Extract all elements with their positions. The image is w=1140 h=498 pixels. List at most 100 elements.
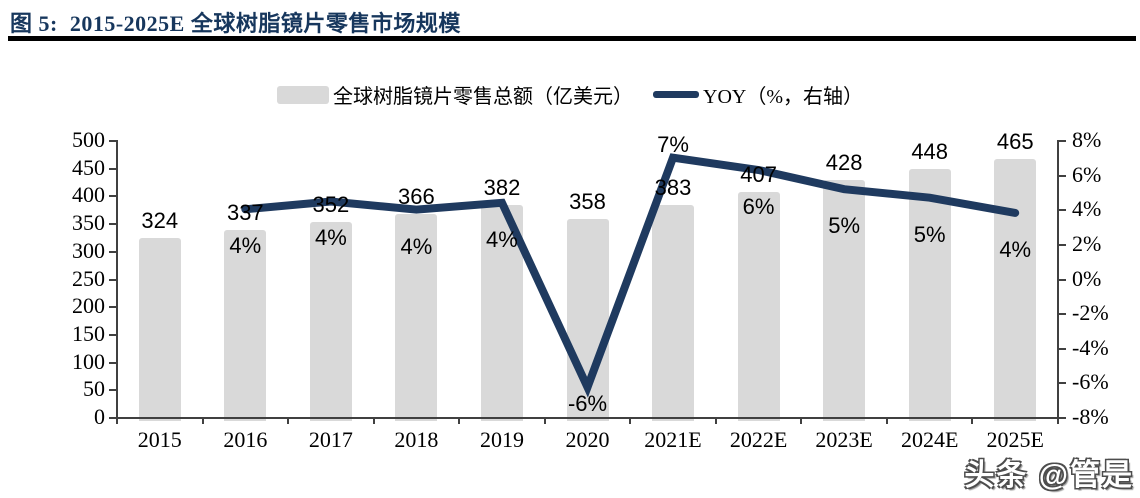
- left-axis-tick-label: 400: [72, 182, 105, 208]
- right-axis-tick-label: 8%: [1072, 127, 1102, 152]
- yoy-point-label: 4%: [400, 233, 433, 259]
- x-axis-category-label: 2023E: [815, 427, 873, 452]
- bottom-axis-line: [116, 417, 1059, 419]
- yoy-point-label: 6%: [742, 193, 775, 219]
- bar-value-label: 407: [740, 161, 777, 187]
- bar-value-label: 465: [996, 129, 1034, 155]
- x-axis-category-label: 2020: [565, 427, 610, 452]
- left-axis-tick: [109, 306, 117, 309]
- bar-value-label: 358: [569, 188, 606, 214]
- yoy-point-label: 4%: [999, 236, 1032, 262]
- left-axis-tick: [109, 167, 117, 170]
- left-axis-tick-label: 500: [72, 127, 105, 152]
- left-axis-tick: [109, 250, 117, 253]
- right-axis-tick-label: -6%: [1072, 369, 1109, 395]
- right-axis-tick-label: 0%: [1072, 265, 1102, 291]
- legend-line-label: YOY（%，右轴）: [703, 86, 863, 108]
- left-axis-tick-label: 250: [72, 265, 105, 291]
- left-axis-tick: [109, 361, 117, 364]
- bar: [908, 168, 951, 421]
- left-axis-tick-label: 50: [83, 376, 105, 402]
- x-axis-tick: [116, 417, 118, 424]
- bar-value-label: 428: [825, 149, 863, 175]
- x-axis-category-label: 2024E: [900, 427, 959, 452]
- x-axis-tick: [629, 417, 632, 424]
- x-axis-category-label: 2015: [137, 427, 182, 452]
- x-axis-tick: [800, 417, 803, 424]
- left-axis-tick: [109, 223, 117, 226]
- right-axis-tick-label: 4%: [1072, 196, 1102, 222]
- x-axis-category-label: 2018: [394, 427, 439, 452]
- x-axis-tick: [287, 417, 290, 424]
- x-axis-category-label: 2016: [223, 427, 268, 452]
- right-axis-tick: [1058, 313, 1066, 316]
- x-axis-category-label: 2025E: [986, 427, 1044, 452]
- yoy-point-label: 5%: [913, 221, 946, 247]
- right-axis-tick: [1058, 382, 1066, 385]
- x-axis-category-label: 2019: [479, 427, 524, 452]
- bar-value-label: 382: [483, 175, 521, 201]
- right-axis-tick: [1058, 140, 1066, 142]
- bar-series-swatch: [277, 85, 329, 104]
- legend-item-line: YOY（%，右轴）: [653, 80, 863, 109]
- left-axis-tick-label: 300: [72, 237, 105, 263]
- legend-bar-label: 全球树脂镜片零售总额（亿美元）: [333, 86, 633, 108]
- yoy-point-label: -6%: [567, 391, 608, 417]
- left-axis-tick: [109, 333, 117, 336]
- left-axis-tick: [109, 195, 117, 198]
- bar-value-label: 448: [911, 138, 949, 164]
- figure-title: 图 5: 2015-2025E 全球树脂镜片零售市场规模: [10, 11, 461, 36]
- x-axis-category-label: 2022E: [729, 427, 788, 452]
- watermark: 头条 @管是: [964, 459, 1134, 492]
- right-axis-tick: [1058, 278, 1066, 281]
- right-axis-tick-label: 6%: [1072, 161, 1102, 187]
- bar-value-label: 324: [141, 207, 179, 233]
- left-axis-line: [116, 140, 118, 419]
- x-axis-tick: [372, 417, 375, 424]
- right-axis-tick-label: -4%: [1072, 334, 1109, 360]
- bar-value-label: 366: [398, 184, 435, 210]
- right-axis-tick-label: -8%: [1072, 404, 1109, 429]
- x-axis-tick: [543, 417, 546, 424]
- line-series-swatch: [653, 91, 699, 98]
- x-axis-category-label: 2021E: [644, 427, 702, 452]
- left-axis-tick-label: 200: [72, 293, 105, 319]
- yoy-point-label: 4%: [486, 226, 518, 252]
- x-axis-tick: [458, 417, 461, 424]
- legend-item-bar: 全球树脂镜片零售总额（亿美元）: [277, 80, 633, 109]
- bar-value-label: 383: [654, 174, 692, 200]
- left-axis-tick-label: 150: [72, 320, 105, 346]
- bar: [994, 159, 1037, 421]
- title-rule: [8, 36, 1136, 41]
- right-axis-tick: [1058, 174, 1066, 177]
- left-axis-tick-label: 350: [72, 210, 105, 236]
- yoy-point-label: 5%: [828, 213, 861, 239]
- bar-value-label: 352: [312, 191, 350, 217]
- bar-value-label: 337: [226, 200, 264, 226]
- bar: [737, 191, 780, 421]
- right-axis-tick: [1058, 243, 1066, 246]
- right-axis-tick: [1058, 347, 1066, 350]
- x-axis-tick: [885, 417, 888, 424]
- bar: [309, 221, 352, 421]
- right-axis-tick-label: 2%: [1072, 230, 1102, 256]
- bar: [652, 204, 695, 421]
- right-axis-tick: [1058, 417, 1066, 419]
- chart-legend: 全球树脂镜片零售总额（亿美元） YOY（%，右轴）: [0, 80, 1140, 109]
- x-axis-tick: [1057, 417, 1059, 424]
- left-axis-tick-label: 100: [72, 348, 105, 374]
- x-axis-tick: [971, 417, 974, 424]
- yoy-point-label: 7%: [657, 131, 689, 157]
- left-axis-tick: [109, 278, 117, 281]
- yoy-point-label: 4%: [229, 233, 262, 259]
- left-axis-tick: [109, 389, 117, 392]
- left-axis-tick-label: 450: [72, 154, 105, 180]
- x-axis-tick: [714, 417, 717, 424]
- right-axis-tick: [1058, 209, 1066, 212]
- left-axis-tick-label: 0: [94, 404, 105, 429]
- right-axis-tick-label: -2%: [1072, 300, 1109, 326]
- left-axis-tick: [109, 417, 117, 419]
- yoy-point-label: 4%: [314, 225, 347, 251]
